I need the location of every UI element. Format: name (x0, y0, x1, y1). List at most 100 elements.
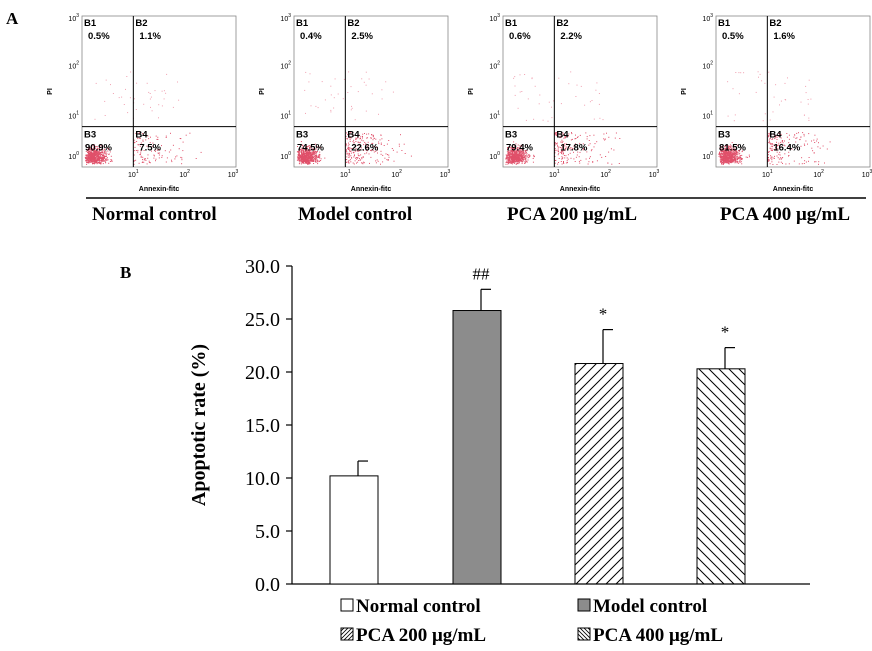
y-tick-label: 101 (280, 111, 291, 121)
quadrant-b1-label: B1 (84, 18, 97, 29)
quadrant-b2-label: B2 (347, 18, 359, 29)
quadrant-b3-label: B3 (718, 130, 730, 141)
y-tick-label: 15.0 (245, 415, 280, 437)
y-tick-label: 100 (702, 151, 713, 161)
quadrant-b3-value: 90.9% (85, 143, 112, 154)
scatter-plot-3: B1 0.6% B2 2.2% B3 79.4% B4 17.8% 100 101 102 103 10… (468, 13, 660, 225)
x-tick-label: 101 (762, 169, 773, 179)
quadrant-b1-label: B1 (718, 18, 731, 29)
y-tick-label: 101 (489, 111, 500, 121)
y-tick-label: 0.0 (255, 574, 280, 596)
quadrant-b4-value: 22.6% (351, 143, 378, 154)
bar-group-4: * (696, 323, 746, 585)
quadrant-b3-value: 81.5% (719, 143, 746, 154)
quadrant-b4-label: B4 (135, 130, 148, 141)
y-tick-label: 20.0 (245, 362, 280, 384)
y-tick-label: 102 (489, 60, 500, 70)
bar-group-1 (329, 460, 379, 585)
y-tick-label: 5.0 (255, 521, 280, 543)
legend-label: Model control (593, 596, 707, 617)
quadrant-b2-value: 1.1% (139, 31, 161, 42)
y-tick-label: 102 (280, 60, 291, 70)
y-tick-label: 100 (280, 151, 291, 161)
group-name: PCA 400 μg/mL (720, 204, 850, 225)
y-tick-label: 103 (280, 13, 291, 23)
quadrant-b2-label: B2 (556, 18, 568, 29)
x-tick-label: 103 (440, 169, 451, 179)
panel-b-bar-chart: 0.0 5.0 10.0 15.0 20.0 25.0 30.0 ## * * Apoptoti… (188, 256, 810, 646)
legend-label: Normal control (356, 596, 481, 617)
quadrant-b1-value: 0.6% (509, 31, 531, 42)
x-axis-label: Annexin-fitc (773, 186, 814, 193)
event-dots (84, 71, 202, 165)
significance-annotation: * (599, 305, 608, 324)
legend: Normal control Model control PCA 200 μg/mL… (340, 596, 723, 646)
y-tick-label: 103 (68, 13, 79, 23)
event-dots (296, 71, 412, 165)
event-dots (505, 71, 621, 165)
quadrant-b4-value: 7.5% (139, 143, 161, 154)
x-tick-label: 103 (649, 169, 660, 179)
legend-swatch (577, 627, 591, 641)
x-tick-label: 102 (179, 169, 190, 179)
x-tick-label: 102 (391, 169, 402, 179)
x-tick-label: 102 (813, 169, 824, 179)
bar (696, 368, 746, 585)
y-tick-label: 102 (68, 60, 79, 70)
y-axis-label: Apoptotic rate (%) (188, 344, 210, 506)
legend-swatch (340, 598, 354, 612)
legend-label: PCA 200 μg/mL (356, 625, 486, 646)
y-tick-label: 100 (68, 151, 79, 161)
quadrant-b2-label: B2 (769, 18, 781, 29)
bar-group-3: * (574, 305, 624, 585)
quadrant-b1-label: B1 (296, 18, 309, 29)
event-dots (718, 71, 831, 165)
bar-chart-bars: ## * * (329, 264, 746, 585)
y-axis-label: PI (468, 88, 475, 95)
quadrant-b3-label: B3 (296, 130, 308, 141)
y-tick-label: 103 (489, 13, 500, 23)
x-tick-label: 103 (862, 169, 872, 179)
y-axis-label: PI (47, 88, 54, 95)
quadrant-b2-value: 2.2% (560, 31, 582, 42)
significance-annotation: ## (473, 264, 491, 283)
quadrant-b2-label: B2 (135, 18, 147, 29)
group-name: PCA 200 μg/mL (507, 204, 637, 225)
quadrant-b2-value: 1.6% (773, 31, 795, 42)
quadrant-b3-label: B3 (505, 130, 517, 141)
x-tick-label: 101 (340, 169, 351, 179)
significance-annotation: * (721, 323, 730, 342)
quadrant-b3-label: B3 (84, 130, 96, 141)
y-axis-label: PI (681, 88, 688, 95)
y-tick-label: 101 (702, 111, 713, 121)
legend-item-3: PCA 200 μg/mL (340, 625, 486, 646)
quadrant-b3-value: 79.4% (506, 143, 533, 154)
x-axis-label: Annexin-fitc (139, 186, 180, 193)
quadrant-b4-label: B4 (556, 130, 569, 141)
legend-swatch (340, 627, 354, 641)
panel-a-scatter-plots: B1 0.5% B2 1.1% B3 90.9% B4 7.5% 100 101 102 103 101… (47, 13, 872, 225)
group-name: Normal control (92, 204, 217, 225)
x-axis-label: Annexin-fitc (351, 186, 392, 193)
legend-item-2: Model control (577, 596, 707, 617)
plot-frame (502, 15, 658, 168)
group-name: Model control (298, 204, 412, 225)
quadrant-b4-value: 16.4% (773, 143, 800, 154)
bar (452, 310, 502, 585)
plot-frame (715, 15, 871, 168)
y-tick-label: 101 (68, 111, 79, 121)
legend-swatch (577, 598, 591, 612)
quadrant-b1-value: 0.5% (88, 31, 110, 42)
x-tick-label: 101 (549, 169, 560, 179)
panel-a-label: A (6, 9, 19, 28)
legend-label: PCA 400 μg/mL (593, 625, 723, 646)
bar (329, 475, 379, 585)
y-tick-label: 10.0 (245, 468, 280, 490)
x-axis-label: Annexin-fitc (560, 186, 601, 193)
scatter-plot-4: B1 0.5% B2 1.6% B3 81.5% B4 16.4% 100 101 102 103 10… (681, 13, 872, 225)
quadrant-b4-value: 17.8% (560, 143, 587, 154)
plot-frame (293, 15, 449, 168)
bar-group-2: ## (452, 264, 502, 585)
y-axis-label: PI (259, 88, 266, 95)
